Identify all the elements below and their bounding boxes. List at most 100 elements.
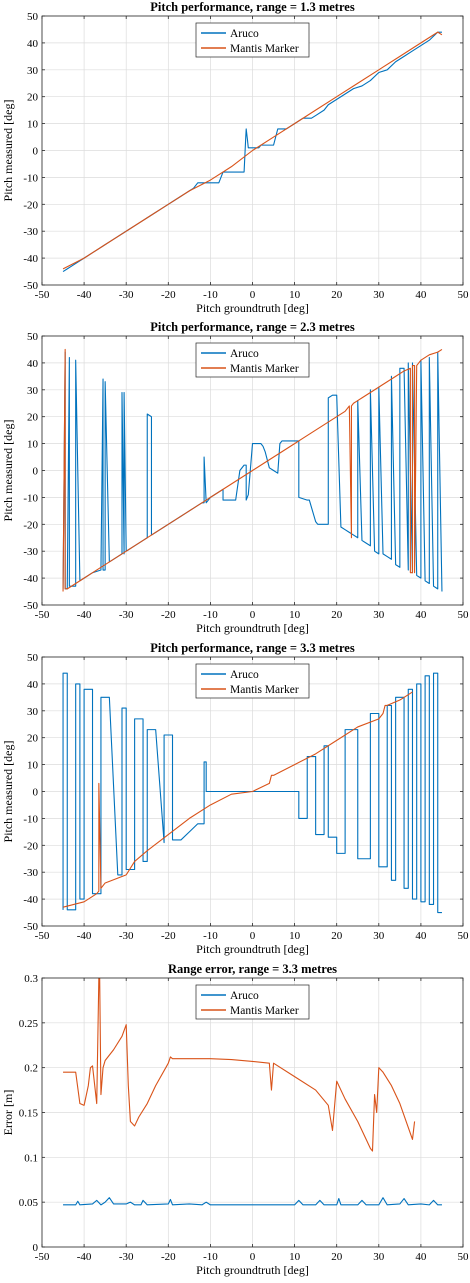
x-tick-label: -10 [203, 930, 218, 942]
chart-title: Pitch performance, range = 3.3 metres [150, 641, 355, 655]
x-tick-label: -20 [161, 289, 176, 301]
y-axis-label: Pitch measured [deg] [1, 100, 15, 202]
x-tick-label: 0 [250, 1251, 256, 1263]
y-tick-label: 0.2 [24, 1063, 38, 1075]
chart-title: Pitch performance, range = 2.3 metres [150, 320, 355, 334]
y-axis-label: Pitch measured [deg] [1, 741, 15, 843]
x-tick-label: -40 [77, 289, 92, 301]
x-tick-label: 0 [250, 930, 256, 942]
y-tick-label: 10 [27, 439, 39, 451]
x-tick-label: 50 [458, 930, 470, 942]
legend-entry: Mantis Marker [230, 1005, 299, 1017]
x-tick-label: 20 [331, 609, 343, 621]
x-tick-label: -50 [35, 289, 50, 301]
y-tick-label: -30 [23, 546, 38, 558]
x-tick-label: 30 [373, 609, 385, 621]
y-tick-label: 0 [33, 466, 39, 478]
y-tick-label: 20 [27, 92, 39, 104]
x-tick-label: 40 [415, 289, 427, 301]
x-tick-label: 20 [331, 930, 343, 942]
y-tick-label: 30 [27, 385, 39, 397]
x-tick-label: -10 [203, 609, 218, 621]
x-tick-label: 20 [331, 289, 343, 301]
x-tick-label: 50 [458, 1251, 470, 1263]
series-line-aruco [62, 672, 442, 914]
legend-entry: Mantis Marker [230, 363, 299, 375]
x-tick-label: 30 [373, 930, 385, 942]
series-line-aruco [63, 1197, 442, 1206]
legend-box [195, 342, 310, 378]
chart-title: Range error, range = 3.3 metres [168, 962, 337, 976]
y-tick-label: -50 [23, 600, 38, 612]
x-tick-label: -20 [161, 1251, 176, 1263]
x-tick-label: 0 [250, 289, 256, 301]
y-tick-label: -40 [23, 253, 38, 265]
legend-entry: Aruco [230, 28, 259, 40]
y-tick-label: 0.3 [24, 973, 38, 985]
y-tick-label: -20 [23, 199, 38, 211]
x-tick-label: 30 [373, 1251, 385, 1263]
y-tick-label: 0.15 [19, 1108, 39, 1120]
y-tick-label: -30 [23, 226, 38, 238]
legend: Aruco Mantis Marker [195, 984, 310, 1020]
chart-1: -50 -40 -30 -20 -10 0 10 20 30 40 50 -50 -40 -30 -20 -1… [1, 320, 470, 635]
y-tick-label: 50 [27, 331, 39, 343]
x-tick-label: -30 [119, 289, 134, 301]
y-tick-label: 30 [27, 65, 39, 77]
x-tick-label: -50 [35, 930, 50, 942]
x-tick-label: -30 [119, 1251, 134, 1263]
x-tick-label: 0 [250, 609, 256, 621]
x-tick-label: -30 [119, 609, 134, 621]
legend-box [195, 663, 310, 699]
x-axis-label: Pitch groundtruth [deg] [196, 301, 309, 315]
x-tick-label: -50 [35, 1251, 50, 1263]
x-tick-label: -20 [161, 609, 176, 621]
x-tick-label: 10 [289, 930, 301, 942]
x-tick-label: -10 [203, 289, 218, 301]
x-tick-label: -20 [161, 930, 176, 942]
y-tick-label: 50 [27, 11, 39, 23]
x-tick-label: 30 [373, 289, 385, 301]
legend-entry: Aruco [230, 348, 259, 360]
x-tick-label: 50 [458, 289, 470, 301]
x-tick-label: 40 [415, 1251, 427, 1263]
series-line-aruco [62, 351, 443, 592]
x-tick-label: -40 [77, 609, 92, 621]
legend-entry: Mantis Marker [230, 684, 299, 696]
y-axis-label: Error [m] [1, 1090, 15, 1136]
y-tick-label: 20 [27, 733, 39, 745]
x-axis-label: Pitch groundtruth [deg] [196, 1263, 309, 1277]
legend: Aruco Mantis Marker [195, 663, 310, 699]
legend-box [195, 984, 310, 1020]
x-tick-label: -50 [35, 609, 50, 621]
legend-entry: Aruco [230, 990, 259, 1002]
y-tick-label: 0.1 [24, 1152, 38, 1164]
legend-entry: Mantis Marker [230, 43, 299, 55]
series-line-mantis-marker [63, 978, 416, 1152]
y-tick-label: 40 [27, 38, 39, 50]
y-tick-label: -20 [23, 840, 38, 852]
y-tick-label: 0 [33, 146, 39, 158]
y-tick-label: -40 [23, 573, 38, 585]
y-tick-label: -10 [23, 813, 38, 825]
x-tick-label: 10 [289, 609, 301, 621]
y-tick-label: -50 [23, 921, 38, 933]
legend-entry: Aruco [230, 669, 259, 681]
chart-2: -50 -40 -30 -20 -10 0 10 20 30 40 50 -50 -40 -30 -20 -1… [1, 641, 470, 956]
y-tick-label: -10 [23, 172, 38, 184]
y-tick-label: -10 [23, 492, 38, 504]
y-tick-label: 50 [27, 652, 39, 664]
y-tick-label: 10 [27, 119, 39, 131]
series-line-mantis-marker [62, 31, 443, 270]
chart-title: Pitch performance, range = 1.3 metres [150, 0, 355, 14]
x-tick-label: -10 [203, 1251, 218, 1263]
x-tick-label: 40 [415, 930, 427, 942]
y-tick-label: 40 [27, 679, 39, 691]
chart-0: -50 -40 -30 -20 -10 0 10 20 30 40 50 -50 -40 -30 -20 -1… [1, 0, 470, 315]
y-tick-label: 30 [27, 706, 39, 718]
y-tick-label: 20 [27, 412, 39, 424]
x-tick-label: 50 [458, 609, 470, 621]
y-tick-label: -30 [23, 867, 38, 879]
y-tick-label: 0.25 [19, 1018, 39, 1030]
